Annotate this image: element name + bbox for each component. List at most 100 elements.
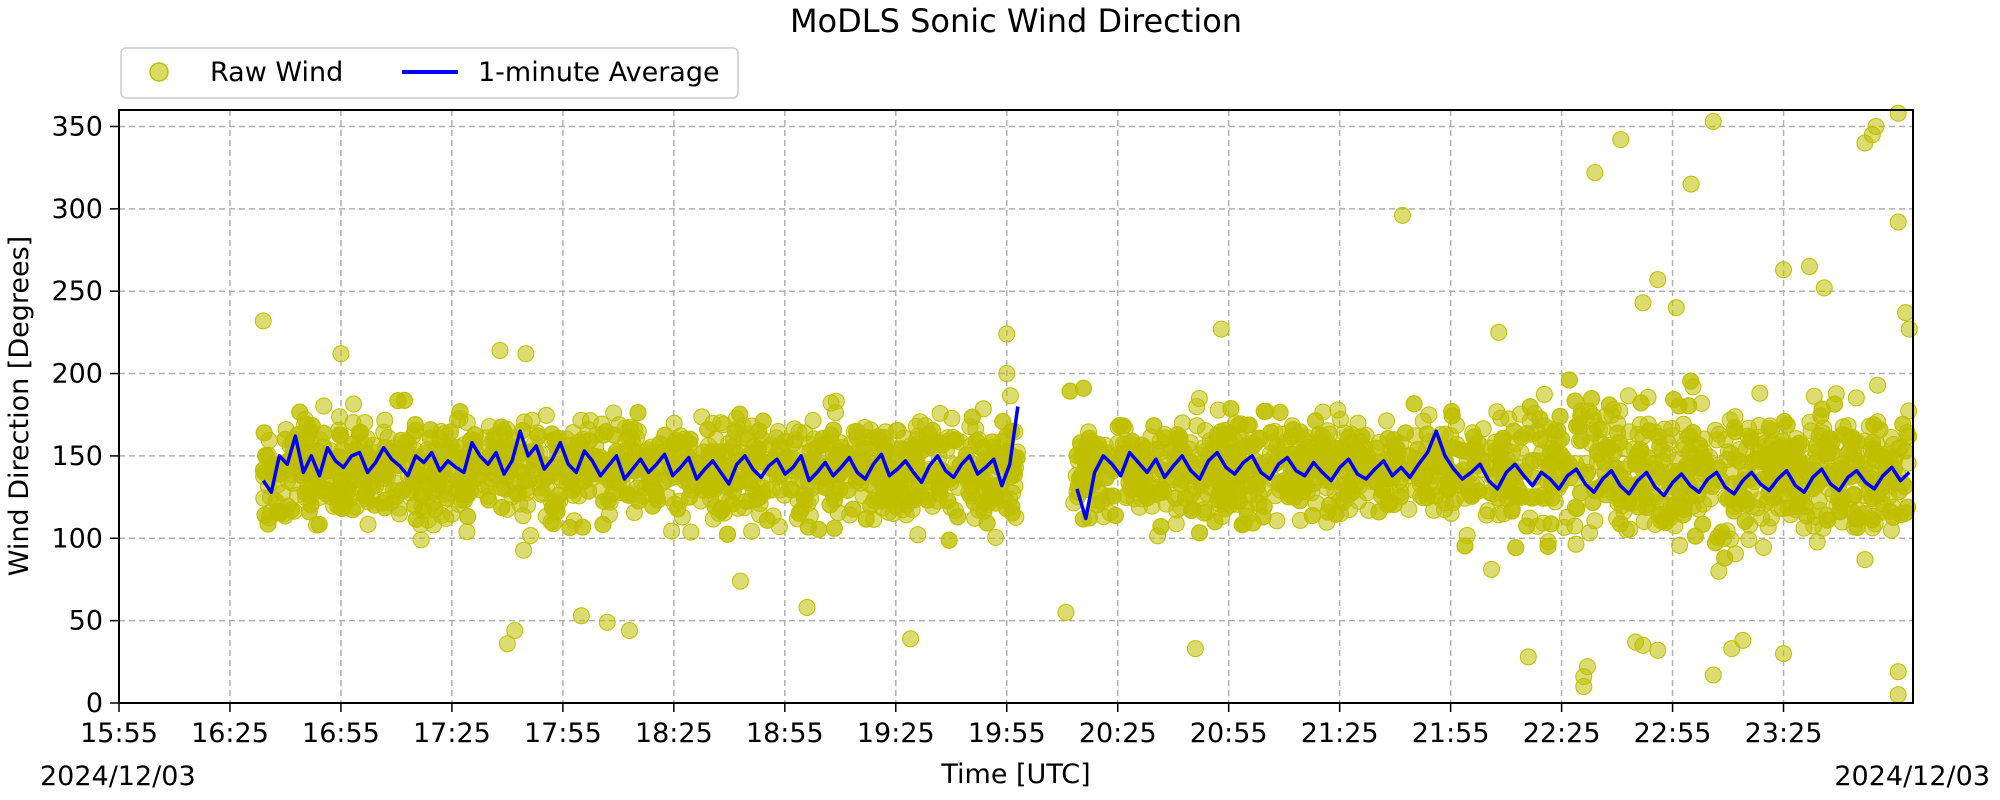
- raw-wind-point: [1566, 517, 1584, 535]
- raw-wind-point: [1889, 686, 1907, 704]
- raw-wind-point: [529, 427, 547, 445]
- legend: Raw Wind 1-minute Average: [120, 47, 739, 99]
- raw-wind-point: [1483, 560, 1501, 578]
- raw-wind-point: [1684, 424, 1702, 442]
- raw-wind-point: [1167, 515, 1185, 533]
- raw-wind-point: [651, 435, 669, 453]
- raw-wind-point: [1768, 440, 1786, 458]
- raw-wind-point: [634, 487, 652, 505]
- y-tick-label: 200: [51, 359, 103, 390]
- raw-wind-point: [669, 500, 687, 518]
- raw-wind-point: [848, 428, 866, 446]
- raw-wind-point: [282, 501, 300, 519]
- raw-wind-point: [1899, 427, 1917, 445]
- raw-wind-point: [1332, 411, 1350, 429]
- raw-wind-point: [1751, 384, 1769, 402]
- raw-wind-point: [1568, 417, 1586, 435]
- chart-title: MoDLS Sonic Wind Direction: [790, 2, 1242, 40]
- raw-wind-point: [1379, 430, 1397, 448]
- raw-wind-point: [947, 431, 965, 449]
- raw-wind-point: [328, 486, 346, 504]
- raw-wind-point: [594, 515, 612, 533]
- legend-raw-wind-marker: [149, 62, 169, 82]
- raw-wind-point: [1490, 323, 1508, 341]
- raw-wind-point: [546, 463, 564, 481]
- raw-wind-point: [515, 541, 533, 559]
- x-tick-label: 17:25: [413, 718, 491, 749]
- raw-wind-point: [254, 312, 272, 330]
- raw-wind-point: [1492, 443, 1510, 461]
- raw-wind-point: [543, 499, 561, 517]
- raw-wind-point: [939, 492, 957, 510]
- raw-wind-point: [1755, 538, 1773, 556]
- raw-wind-point: [491, 341, 509, 359]
- raw-wind-point: [1235, 515, 1253, 533]
- raw-wind-point: [817, 479, 835, 497]
- raw-wind-point: [1145, 417, 1163, 435]
- raw-wind-point: [459, 508, 477, 526]
- raw-wind-point: [291, 403, 309, 421]
- raw-wind-point: [1900, 320, 1918, 338]
- x-tick-label: 18:55: [746, 718, 824, 749]
- raw-wind-point: [351, 423, 369, 441]
- raw-wind-point: [782, 481, 800, 499]
- raw-wind-point: [1294, 445, 1312, 463]
- raw-wind-point: [1889, 104, 1907, 122]
- raw-wind-point: [1654, 452, 1672, 470]
- raw-wind-point: [412, 531, 430, 549]
- raw-wind-point: [1634, 636, 1652, 654]
- raw-wind-point: [1779, 499, 1797, 517]
- raw-wind-point: [1897, 304, 1915, 322]
- raw-wind-point: [825, 421, 843, 439]
- x-tick-label: 22:55: [1634, 718, 1712, 749]
- raw-wind-point: [517, 345, 535, 363]
- raw-wind-point: [1207, 441, 1225, 459]
- raw-wind-point: [1114, 417, 1132, 435]
- raw-wind-point: [1682, 372, 1700, 390]
- raw-wind-point: [1583, 390, 1601, 408]
- raw-wind-point: [1716, 549, 1734, 567]
- raw-wind-point: [796, 491, 814, 509]
- raw-wind-point: [598, 613, 616, 631]
- x-tick-label: 16:55: [302, 718, 380, 749]
- raw-wind-point: [1443, 402, 1461, 420]
- raw-wind-point: [1649, 641, 1667, 659]
- raw-wind-point: [375, 423, 393, 441]
- raw-wind-point: [676, 472, 694, 490]
- raw-wind-point: [1535, 385, 1553, 403]
- x-tick-label: 18:25: [635, 718, 713, 749]
- raw-wind-point: [1003, 504, 1021, 522]
- raw-wind-point: [1567, 535, 1585, 553]
- raw-wind-point: [451, 403, 469, 421]
- raw-wind-point: [968, 432, 986, 450]
- raw-wind-point: [1640, 422, 1658, 440]
- raw-wind-point: [454, 473, 472, 491]
- raw-wind-point: [1812, 407, 1830, 425]
- raw-wind-point: [743, 522, 761, 540]
- raw-wind-point: [1612, 131, 1630, 149]
- raw-wind-point: [1566, 392, 1584, 410]
- raw-wind-point: [1847, 389, 1865, 407]
- raw-wind-point: [309, 473, 327, 491]
- raw-wind-point: [267, 492, 285, 510]
- raw-wind-point: [931, 404, 949, 422]
- raw-wind-point: [719, 525, 737, 543]
- raw-wind-point: [1819, 430, 1837, 448]
- raw-wind-point: [974, 473, 992, 491]
- raw-wind-point: [920, 432, 938, 450]
- raw-wind-point: [681, 430, 699, 448]
- raw-wind-point: [909, 526, 927, 544]
- raw-wind-point: [1100, 487, 1118, 505]
- raw-wind-point: [1188, 398, 1206, 416]
- raw-wind-point: [1191, 524, 1209, 542]
- y-tick-label: 250: [51, 276, 103, 307]
- raw-wind-point: [522, 527, 540, 545]
- raw-wind-point: [1871, 421, 1889, 439]
- raw-wind-point: [396, 391, 414, 409]
- raw-wind-point: [663, 522, 681, 540]
- raw-wind-point: [1634, 294, 1652, 312]
- raw-wind-point: [1378, 412, 1396, 430]
- raw-wind-point: [1276, 478, 1294, 496]
- raw-wind-point: [1586, 512, 1604, 530]
- raw-wind-point: [595, 492, 613, 510]
